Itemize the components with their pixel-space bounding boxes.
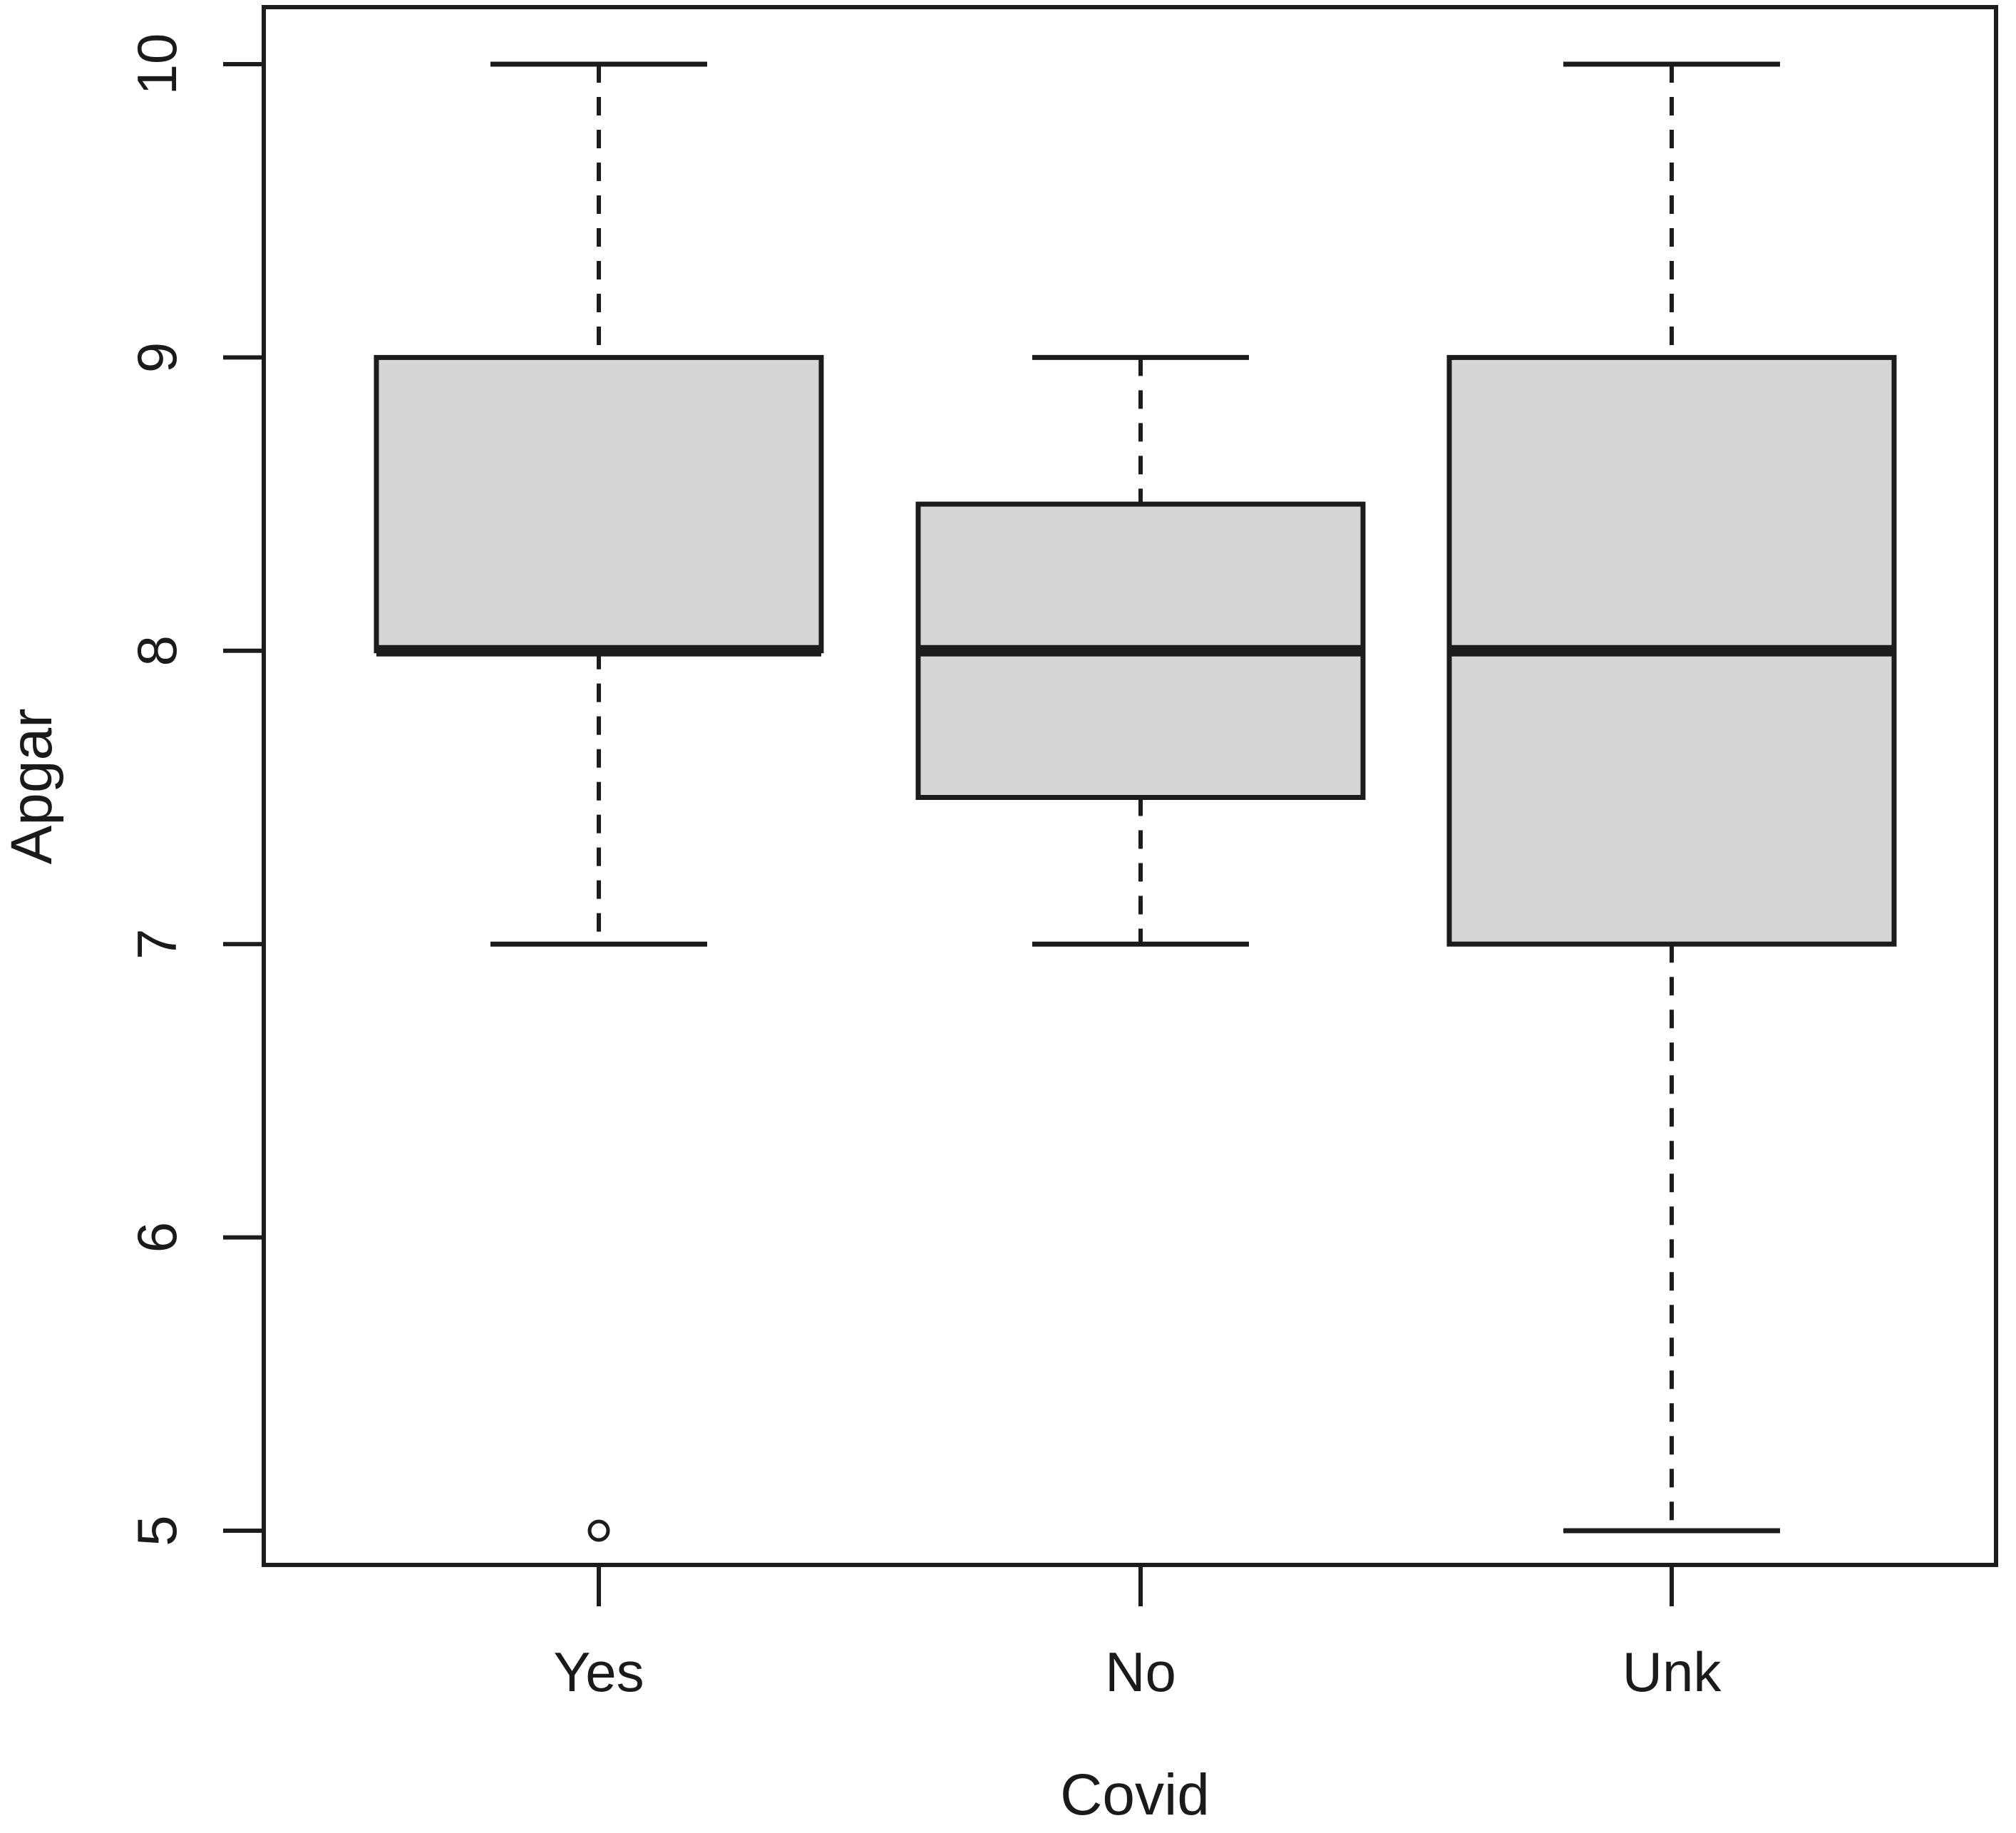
y-tick-label-6: 6 (125, 1222, 188, 1253)
outlier-yes-5 (587, 1519, 610, 1542)
y-axis: 5 6 7 8 9 10 (125, 34, 264, 1546)
x-tick-label-unk: Unk (1622, 1641, 1722, 1703)
box-series (374, 61, 1897, 1542)
iqr-box-yes (374, 354, 824, 654)
boxplot-group-unk (1446, 61, 1897, 1534)
x-axis-title: Covid (1060, 1762, 1210, 1827)
x-tick-label-no: No (1105, 1641, 1176, 1703)
plot-border (262, 5, 1998, 1567)
boxplot-group-no (915, 354, 1366, 947)
y-tick-label-8: 8 (125, 635, 188, 666)
y-tick-label-10: 10 (125, 34, 188, 96)
boxplot-group-yes (374, 61, 824, 1542)
y-tick-label-7: 7 (125, 929, 188, 960)
y-axis-title: Apgar (0, 709, 64, 865)
x-axis: Yes No Unk (553, 1565, 1722, 1703)
x-tick-label-yes: Yes (553, 1641, 644, 1703)
y-tick-label-5: 5 (125, 1515, 188, 1546)
y-tick-label-9: 9 (125, 342, 188, 373)
